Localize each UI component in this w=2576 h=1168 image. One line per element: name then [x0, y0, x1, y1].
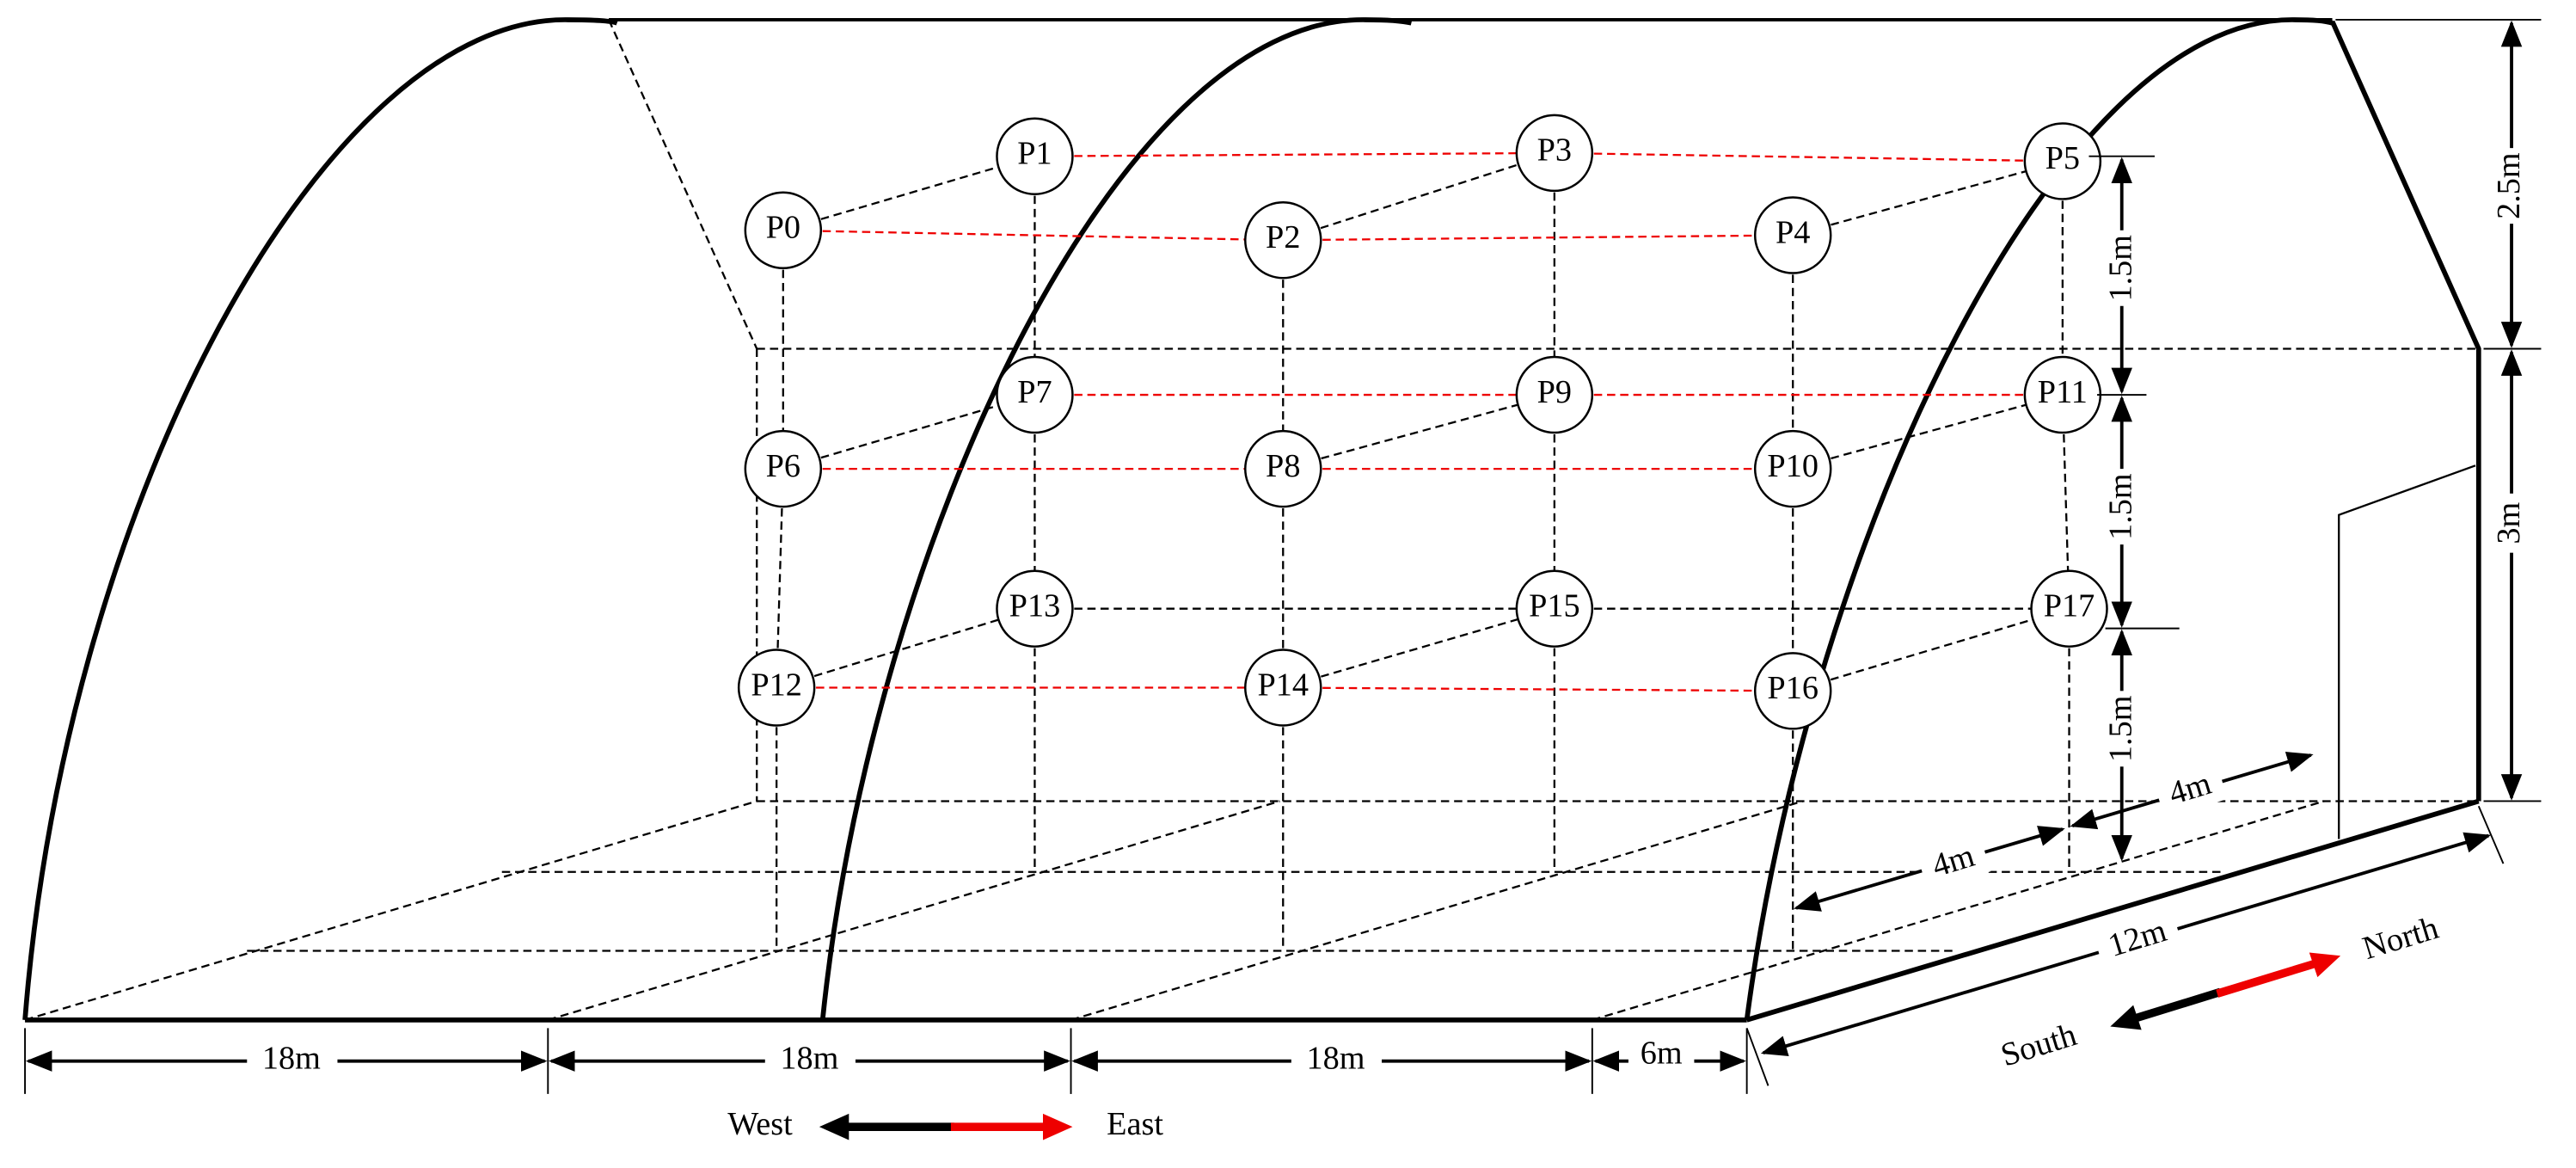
dim-label: 18m [780, 1040, 838, 1076]
sensor-node [1753, 652, 1832, 730]
dim-label: 3m [2491, 502, 2527, 544]
dim-label: 1.5m [2102, 473, 2138, 540]
node-label: P5 [2045, 140, 2080, 176]
dim-label: 18m [1306, 1040, 1365, 1076]
sensor-node [996, 117, 1074, 195]
link [1034, 151, 1555, 157]
node-label: P1 [1017, 135, 1052, 171]
node-label: P10 [1767, 448, 1819, 484]
node-label: P0 [766, 210, 800, 246]
node-label: P17 [2044, 587, 2095, 624]
link [782, 155, 1035, 231]
link [1554, 151, 2063, 163]
direction-label: South [1996, 1017, 2081, 1073]
link [1792, 607, 2070, 692]
sensor-node [744, 191, 823, 270]
node-label: P14 [1257, 667, 1309, 703]
link [782, 393, 1035, 470]
sensor-node [1244, 429, 1322, 508]
sensor-node [996, 355, 1074, 434]
dimensions: 18m 18m 18m 6m 12m 2.5m 3m 1.5m 1.5m 1.5… [24, 18, 2542, 1094]
sensor-node [1515, 355, 1594, 434]
node-label: P11 [2038, 374, 2088, 410]
link [1282, 393, 1555, 470]
node-label: P6 [766, 448, 800, 484]
sensor-node [2030, 569, 2108, 648]
sensor-node [996, 569, 1074, 648]
node-label: P7 [1017, 374, 1052, 410]
node-label: P4 [1776, 214, 1810, 250]
compass: West East South North [727, 910, 2442, 1142]
dim-label: 6m [1641, 1036, 1683, 1072]
node-label: P8 [1266, 448, 1300, 484]
node-label: P15 [1529, 587, 1580, 624]
sensor-node [1753, 429, 1832, 508]
sensor-node [1753, 196, 1832, 274]
node-label: P2 [1266, 219, 1300, 255]
link [776, 607, 1035, 689]
sensor-node [1244, 649, 1322, 727]
node-label: P16 [1767, 670, 1819, 706]
sensor-node [2023, 122, 2102, 200]
direction-label: North [2358, 910, 2443, 967]
sensor-node [1515, 569, 1594, 648]
link [1792, 393, 2064, 470]
sensor-node [744, 429, 823, 508]
link [782, 229, 1284, 242]
dim-label: 18m [262, 1040, 321, 1076]
node-label: P13 [1009, 587, 1061, 624]
sensor-grid: P0 P1 P2 P3 P4 P5 P6 P7 P8 P9 P10 P11 P12 P13 P14 P15 P1… [737, 114, 2108, 951]
dim-label: 12m [2104, 913, 2171, 964]
dim-label: 1.5m [2102, 695, 2138, 762]
direction-label: East [1107, 1106, 1163, 1142]
direction-label: West [727, 1106, 793, 1142]
link [1283, 686, 1794, 692]
link [1282, 607, 1555, 689]
link [1792, 160, 2064, 237]
node-label: P3 [1537, 132, 1572, 169]
link [776, 469, 784, 688]
sensor-node [1244, 201, 1322, 280]
dim-label: 1.5m [2102, 235, 2138, 302]
sensor-node [1515, 114, 1594, 193]
link [1283, 234, 1794, 242]
dim-label: 2.5m [2491, 152, 2527, 219]
link [1282, 151, 1555, 242]
node-label: P12 [751, 667, 802, 703]
node-label: P9 [1537, 374, 1572, 410]
sensor-node [737, 649, 816, 727]
